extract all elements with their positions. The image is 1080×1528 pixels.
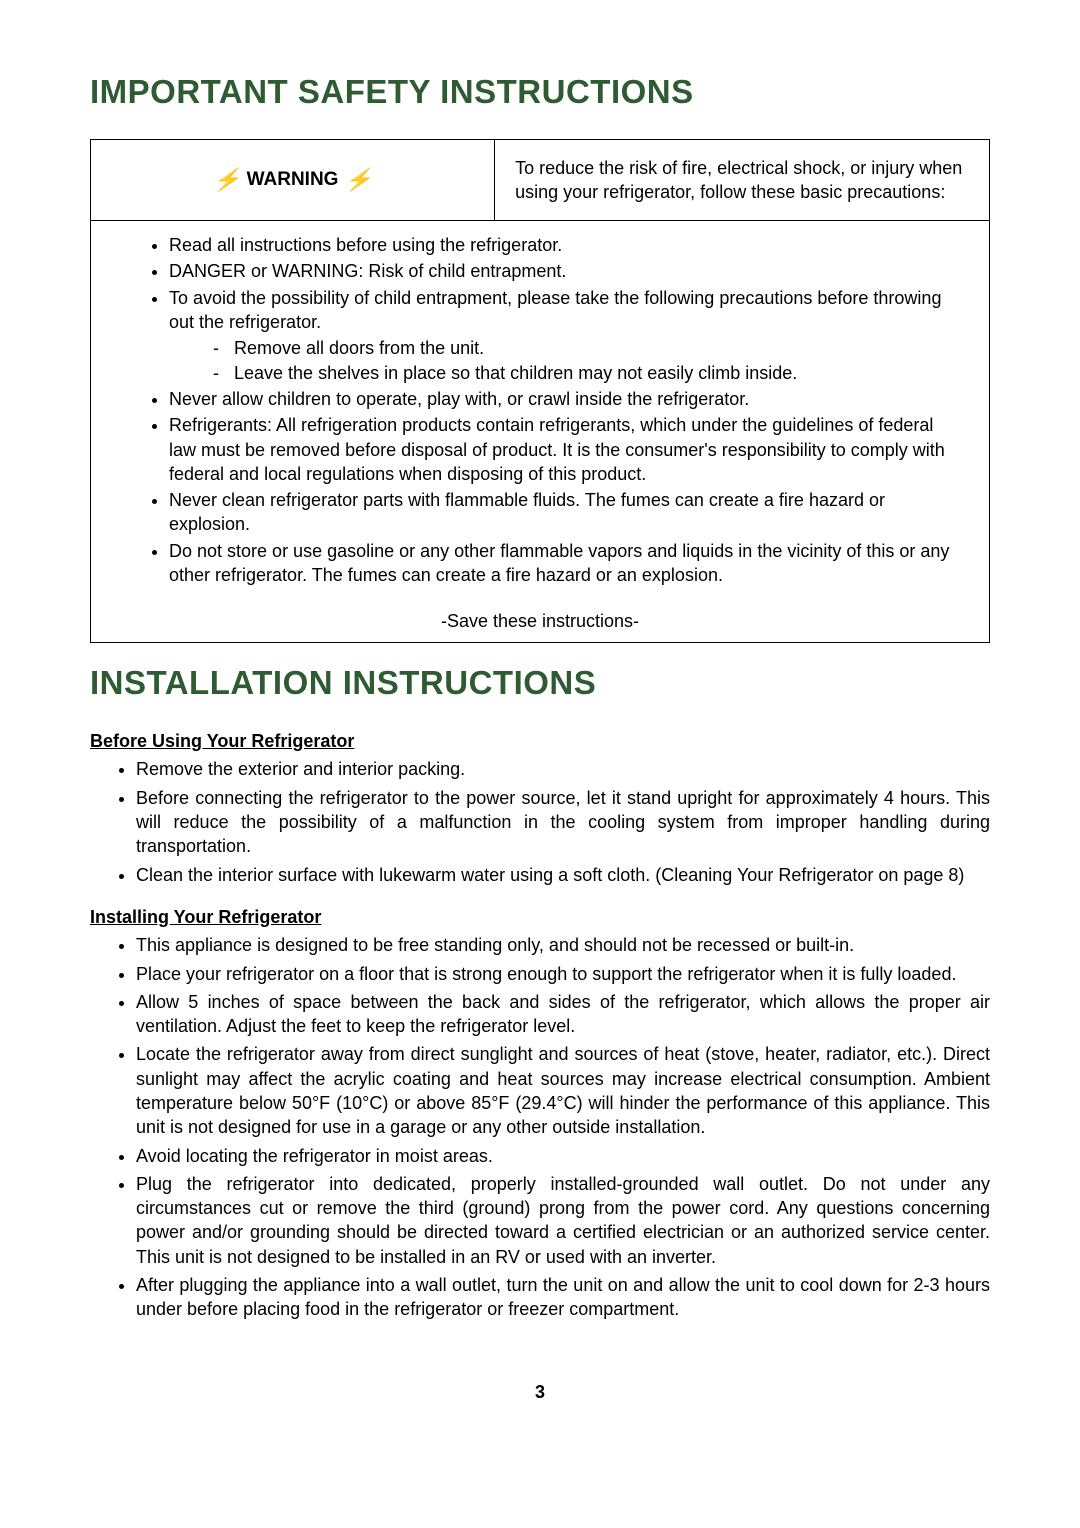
list-item: Allow 5 inches of space between the back…	[136, 990, 990, 1039]
list-item: Read all instructions before using the r…	[169, 233, 961, 257]
installing-list: This appliance is designed to be free st…	[90, 933, 990, 1321]
warning-bullet-list: Read all instructions before using the r…	[91, 221, 989, 603]
list-item: Do not store or use gasoline or any othe…	[169, 539, 961, 588]
list-item: Remove the exterior and interior packing…	[136, 757, 990, 781]
lightning-icon: ⚡	[344, 165, 371, 195]
list-item: Clean the interior surface with lukewarm…	[136, 863, 990, 887]
list-item: Locate the refrigerator away from direct…	[136, 1042, 990, 1139]
list-item: Before connecting the refrigerator to th…	[136, 786, 990, 859]
subheading-installing: Installing Your Refrigerator	[90, 905, 990, 929]
save-instructions-line: -Save these instructions-	[91, 603, 989, 641]
list-item: After plugging the appliance into a wall…	[136, 1273, 990, 1322]
list-item: Refrigerants: All refrigeration products…	[169, 413, 961, 486]
list-item: This appliance is designed to be free st…	[136, 933, 990, 957]
list-item: DANGER or WARNING: Risk of child entrapm…	[169, 259, 961, 283]
warning-description: To reduce the risk of fire, electrical s…	[495, 140, 989, 221]
page-number: 3	[90, 1380, 990, 1404]
list-item: Leave the shelves in place so that child…	[213, 361, 961, 385]
warning-box-header: ⚡ WARNING ⚡ To reduce the risk of fire, …	[91, 140, 989, 222]
list-item: Place your refrigerator on a floor that …	[136, 962, 990, 986]
list-item: Never clean refrigerator parts with flam…	[169, 488, 961, 537]
list-item-text: To avoid the possibility of child entrap…	[169, 288, 941, 332]
list-item: Plug the refrigerator into dedicated, pr…	[136, 1172, 990, 1269]
subheading-before-using: Before Using Your Refrigerator	[90, 729, 990, 753]
list-item: Never allow children to operate, play wi…	[169, 387, 961, 411]
warning-label: WARNING	[247, 167, 339, 193]
page-heading-installation: INSTALLATION INSTRUCTIONS	[90, 661, 990, 706]
lightning-icon: ⚡	[213, 165, 240, 195]
page-heading-safety: IMPORTANT SAFETY INSTRUCTIONS	[90, 70, 990, 115]
warning-label-cell: ⚡ WARNING ⚡	[91, 140, 495, 221]
warning-box: ⚡ WARNING ⚡ To reduce the risk of fire, …	[90, 139, 990, 643]
list-item: Avoid locating the refrigerator in moist…	[136, 1144, 990, 1168]
list-item: To avoid the possibility of child entrap…	[169, 286, 961, 385]
before-using-list: Remove the exterior and interior packing…	[90, 757, 990, 886]
list-item: Remove all doors from the unit.	[213, 336, 961, 360]
